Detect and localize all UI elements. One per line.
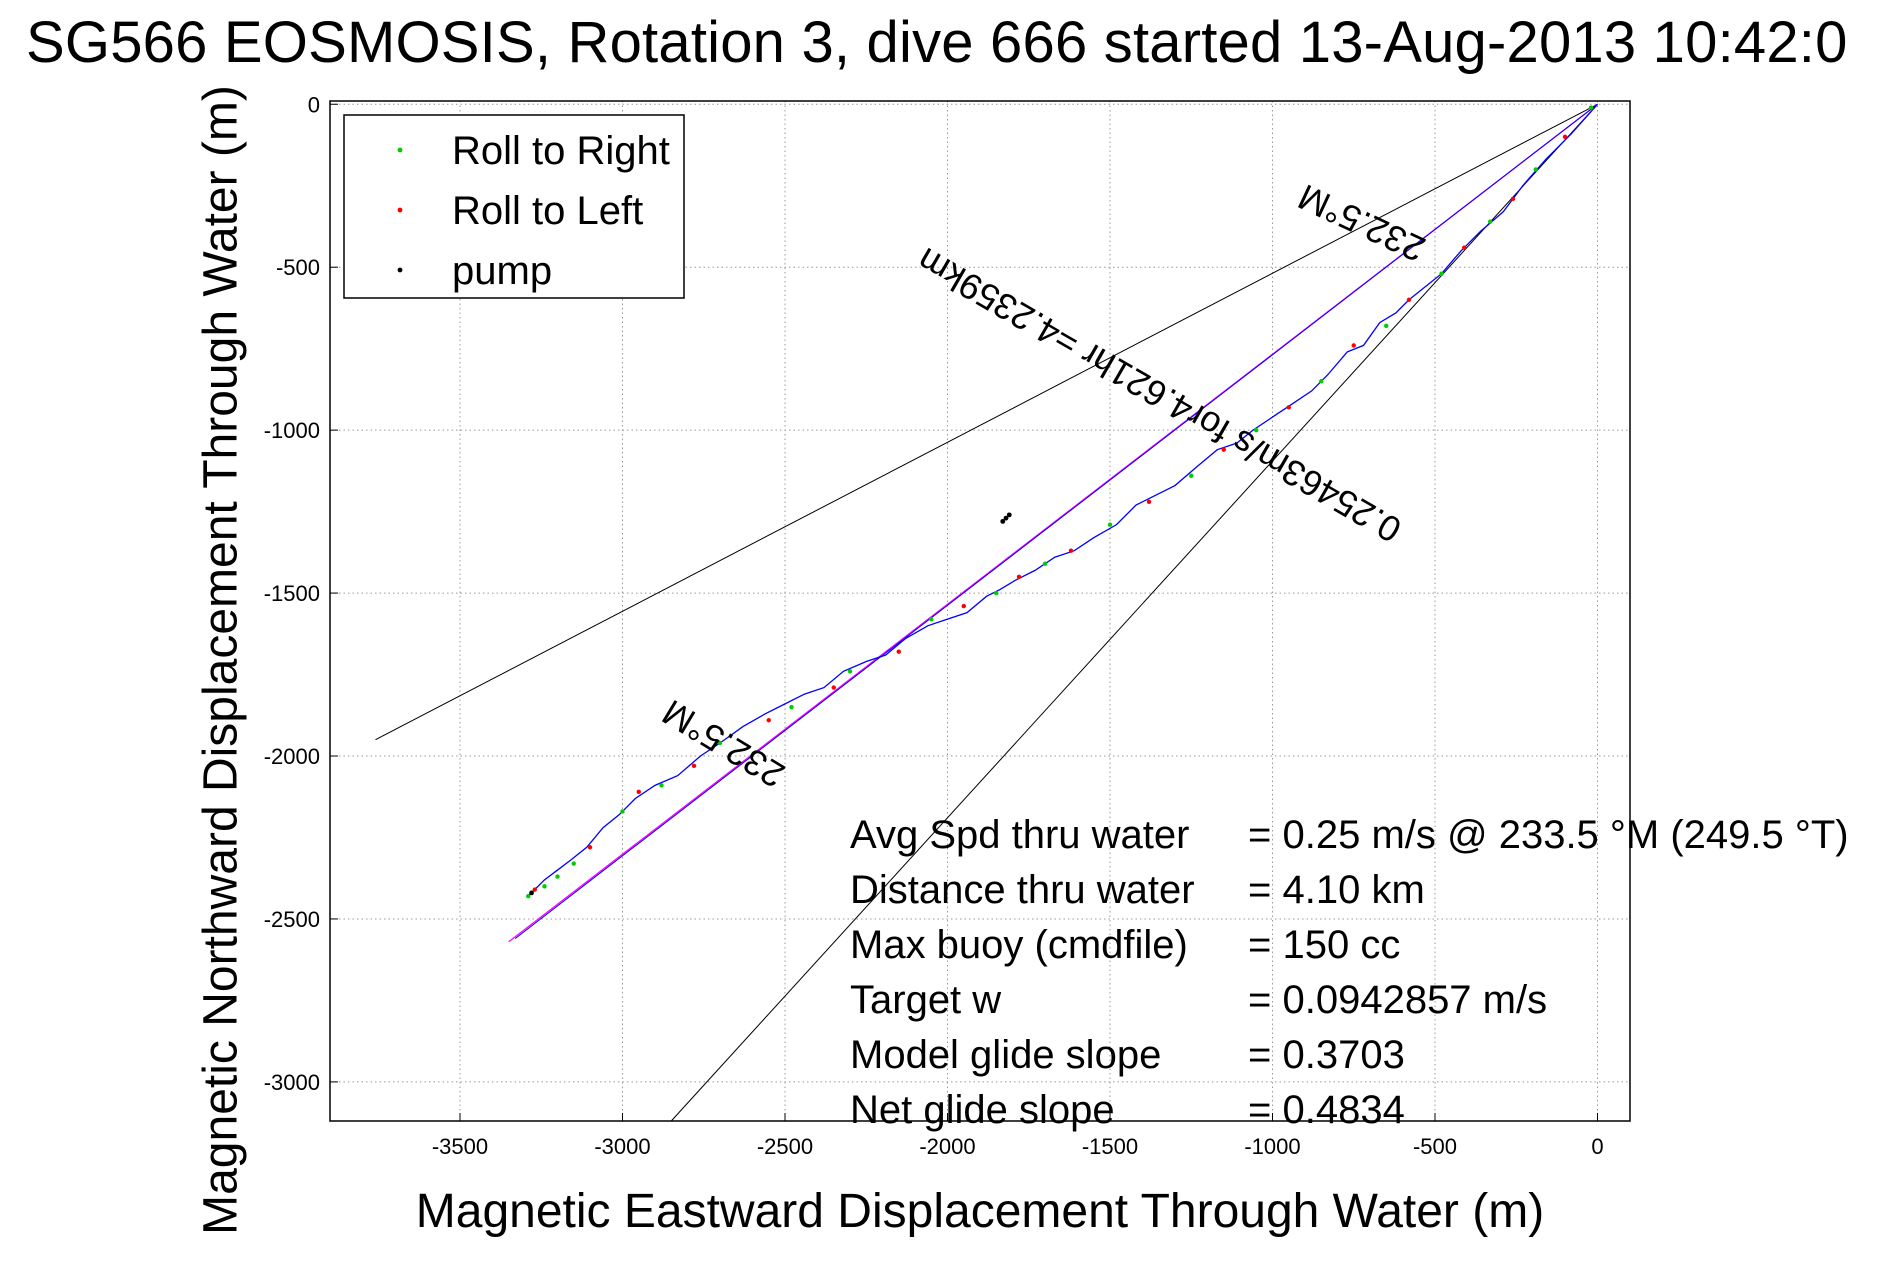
roll-left-point — [1406, 297, 1412, 302]
info-row-value: = 150 cc — [1248, 923, 1400, 967]
roll-right-point — [929, 616, 934, 622]
roll-right-point — [659, 783, 664, 788]
roll-left-point — [636, 789, 641, 795]
glider-track-line — [527, 103, 1598, 897]
roll-right-point — [526, 893, 531, 899]
y-tick-label: -2500 — [264, 907, 320, 932]
rotated-annotation: 232.5°M — [655, 692, 791, 796]
legend-box — [343, 114, 685, 299]
roll-right-point — [571, 861, 576, 866]
y-tick-label: -500 — [276, 255, 320, 280]
pump-point — [1000, 518, 1006, 524]
x-tick-label: -500 — [1413, 1134, 1457, 1159]
roll-right-point — [1533, 167, 1538, 172]
roll-right-point — [1439, 271, 1444, 276]
roll-left-point — [691, 763, 697, 768]
legend-marker — [397, 267, 403, 273]
info-box: Avg Spd thru water = 0.25 m/s @ 233.5 °M … — [850, 813, 1849, 1132]
roll-right-point — [620, 809, 625, 814]
roll-left-point — [1462, 245, 1467, 250]
info-row-label: Model glide slope — [850, 1033, 1161, 1077]
legend-label: pump — [452, 249, 552, 293]
roll-right-point — [555, 874, 560, 879]
legend-marker — [397, 147, 403, 153]
y-axis-label: Magnetic Northward Displacement Through … — [194, 85, 248, 1235]
x-axis-label: Magnetic Eastward Displacement Through W… — [415, 1185, 1545, 1238]
roll-left-point — [831, 685, 836, 690]
chart-points — [526, 105, 1594, 899]
legend-label: Roll to Left — [452, 189, 643, 233]
y-tick-label: -3000 — [264, 1070, 320, 1095]
legend: Roll to Right Roll to Left pump — [343, 114, 685, 299]
info-row-label: Target w — [850, 978, 1001, 1022]
roll-right-point — [847, 669, 853, 674]
roll-right-point — [1189, 473, 1194, 478]
info-row-label: Avg Spd thru water — [850, 813, 1189, 857]
roll-left-point — [961, 603, 966, 609]
x-tick-label: -2500 — [757, 1134, 813, 1159]
roll-right-point — [1042, 561, 1048, 566]
x-tick-label: -2000 — [919, 1134, 975, 1159]
roll-right-point — [1384, 323, 1389, 329]
roll-right-point — [717, 740, 723, 746]
x-tick-label: -3500 — [432, 1134, 488, 1159]
y-tick-label: -1500 — [264, 581, 320, 606]
pump-point — [1003, 515, 1009, 521]
y-tick-label: -1000 — [264, 418, 320, 443]
heading-line — [670, 103, 1598, 1122]
legend-label: Roll to Right — [452, 129, 670, 173]
info-row-value: = 0.25 m/s @ 233.5 °M (249.5 °T) — [1248, 813, 1849, 857]
roll-left-point — [1286, 405, 1291, 410]
roll-left-point — [1016, 574, 1022, 579]
legend-marker — [397, 207, 403, 213]
roll-left-point — [587, 845, 593, 850]
roll-right-point — [1107, 522, 1113, 527]
roll-left-point — [766, 717, 771, 723]
x-tick-label: -1500 — [1082, 1134, 1138, 1159]
roll-left-point — [1221, 447, 1226, 452]
x-tick-label: -1000 — [1244, 1134, 1300, 1159]
heading-line — [375, 103, 1598, 741]
roll-left-point — [1146, 499, 1152, 505]
info-row-label: Distance thru water — [850, 868, 1195, 912]
chart-annotations: 232.5°M0.25463m/s for4.621hr =4.2359km23… — [655, 176, 1431, 796]
roll-right-point — [1488, 219, 1493, 224]
pump-point — [1006, 512, 1012, 518]
pump-point — [529, 890, 534, 896]
roll-right-point — [1588, 105, 1594, 110]
current-line — [514, 103, 1598, 939]
x-tick-label: 0 — [1591, 1134, 1603, 1159]
y-tick-label: -2000 — [264, 744, 320, 769]
axis-ticks: -3500 -3000 -2500 -2000 -1500 -1000 -500 0 0 -500… — [264, 92, 1604, 1159]
roll-left-point — [1562, 134, 1568, 140]
info-row-value: = 4.10 km — [1248, 868, 1425, 912]
rotated-annotation: 232.5°M — [1292, 176, 1431, 270]
info-row-value: = 0.4834 — [1248, 1088, 1405, 1132]
info-row-label: Net glide slope — [850, 1088, 1115, 1132]
roll-left-point — [1510, 196, 1516, 201]
axes-frame — [329, 100, 1631, 1122]
roll-right-point — [542, 884, 547, 889]
y-tick-label: 0 — [308, 92, 320, 117]
roll-right-point — [994, 590, 999, 596]
info-row-label: Max buoy (cmdfile) — [850, 923, 1188, 967]
roll-left-point — [532, 887, 537, 892]
roll-right-point — [789, 704, 794, 710]
chart-title: SG566 EOSMOSIS, Rotation 3, dive 666 sta… — [26, 10, 1848, 75]
roll-left-point — [1351, 343, 1356, 348]
roll-right-point — [1319, 379, 1324, 384]
rotated-annotation: 0.25463m/s for4.621hr =4.2359km — [910, 240, 1408, 551]
info-row-value: = 0.3703 — [1248, 1033, 1405, 1077]
roll-left-point — [896, 649, 901, 654]
x-tick-label: -3000 — [594, 1134, 650, 1159]
roll-left-point — [1068, 548, 1074, 553]
info-row-value: = 0.0942857 m/s — [1248, 978, 1547, 1022]
roll-right-point — [1254, 427, 1259, 433]
